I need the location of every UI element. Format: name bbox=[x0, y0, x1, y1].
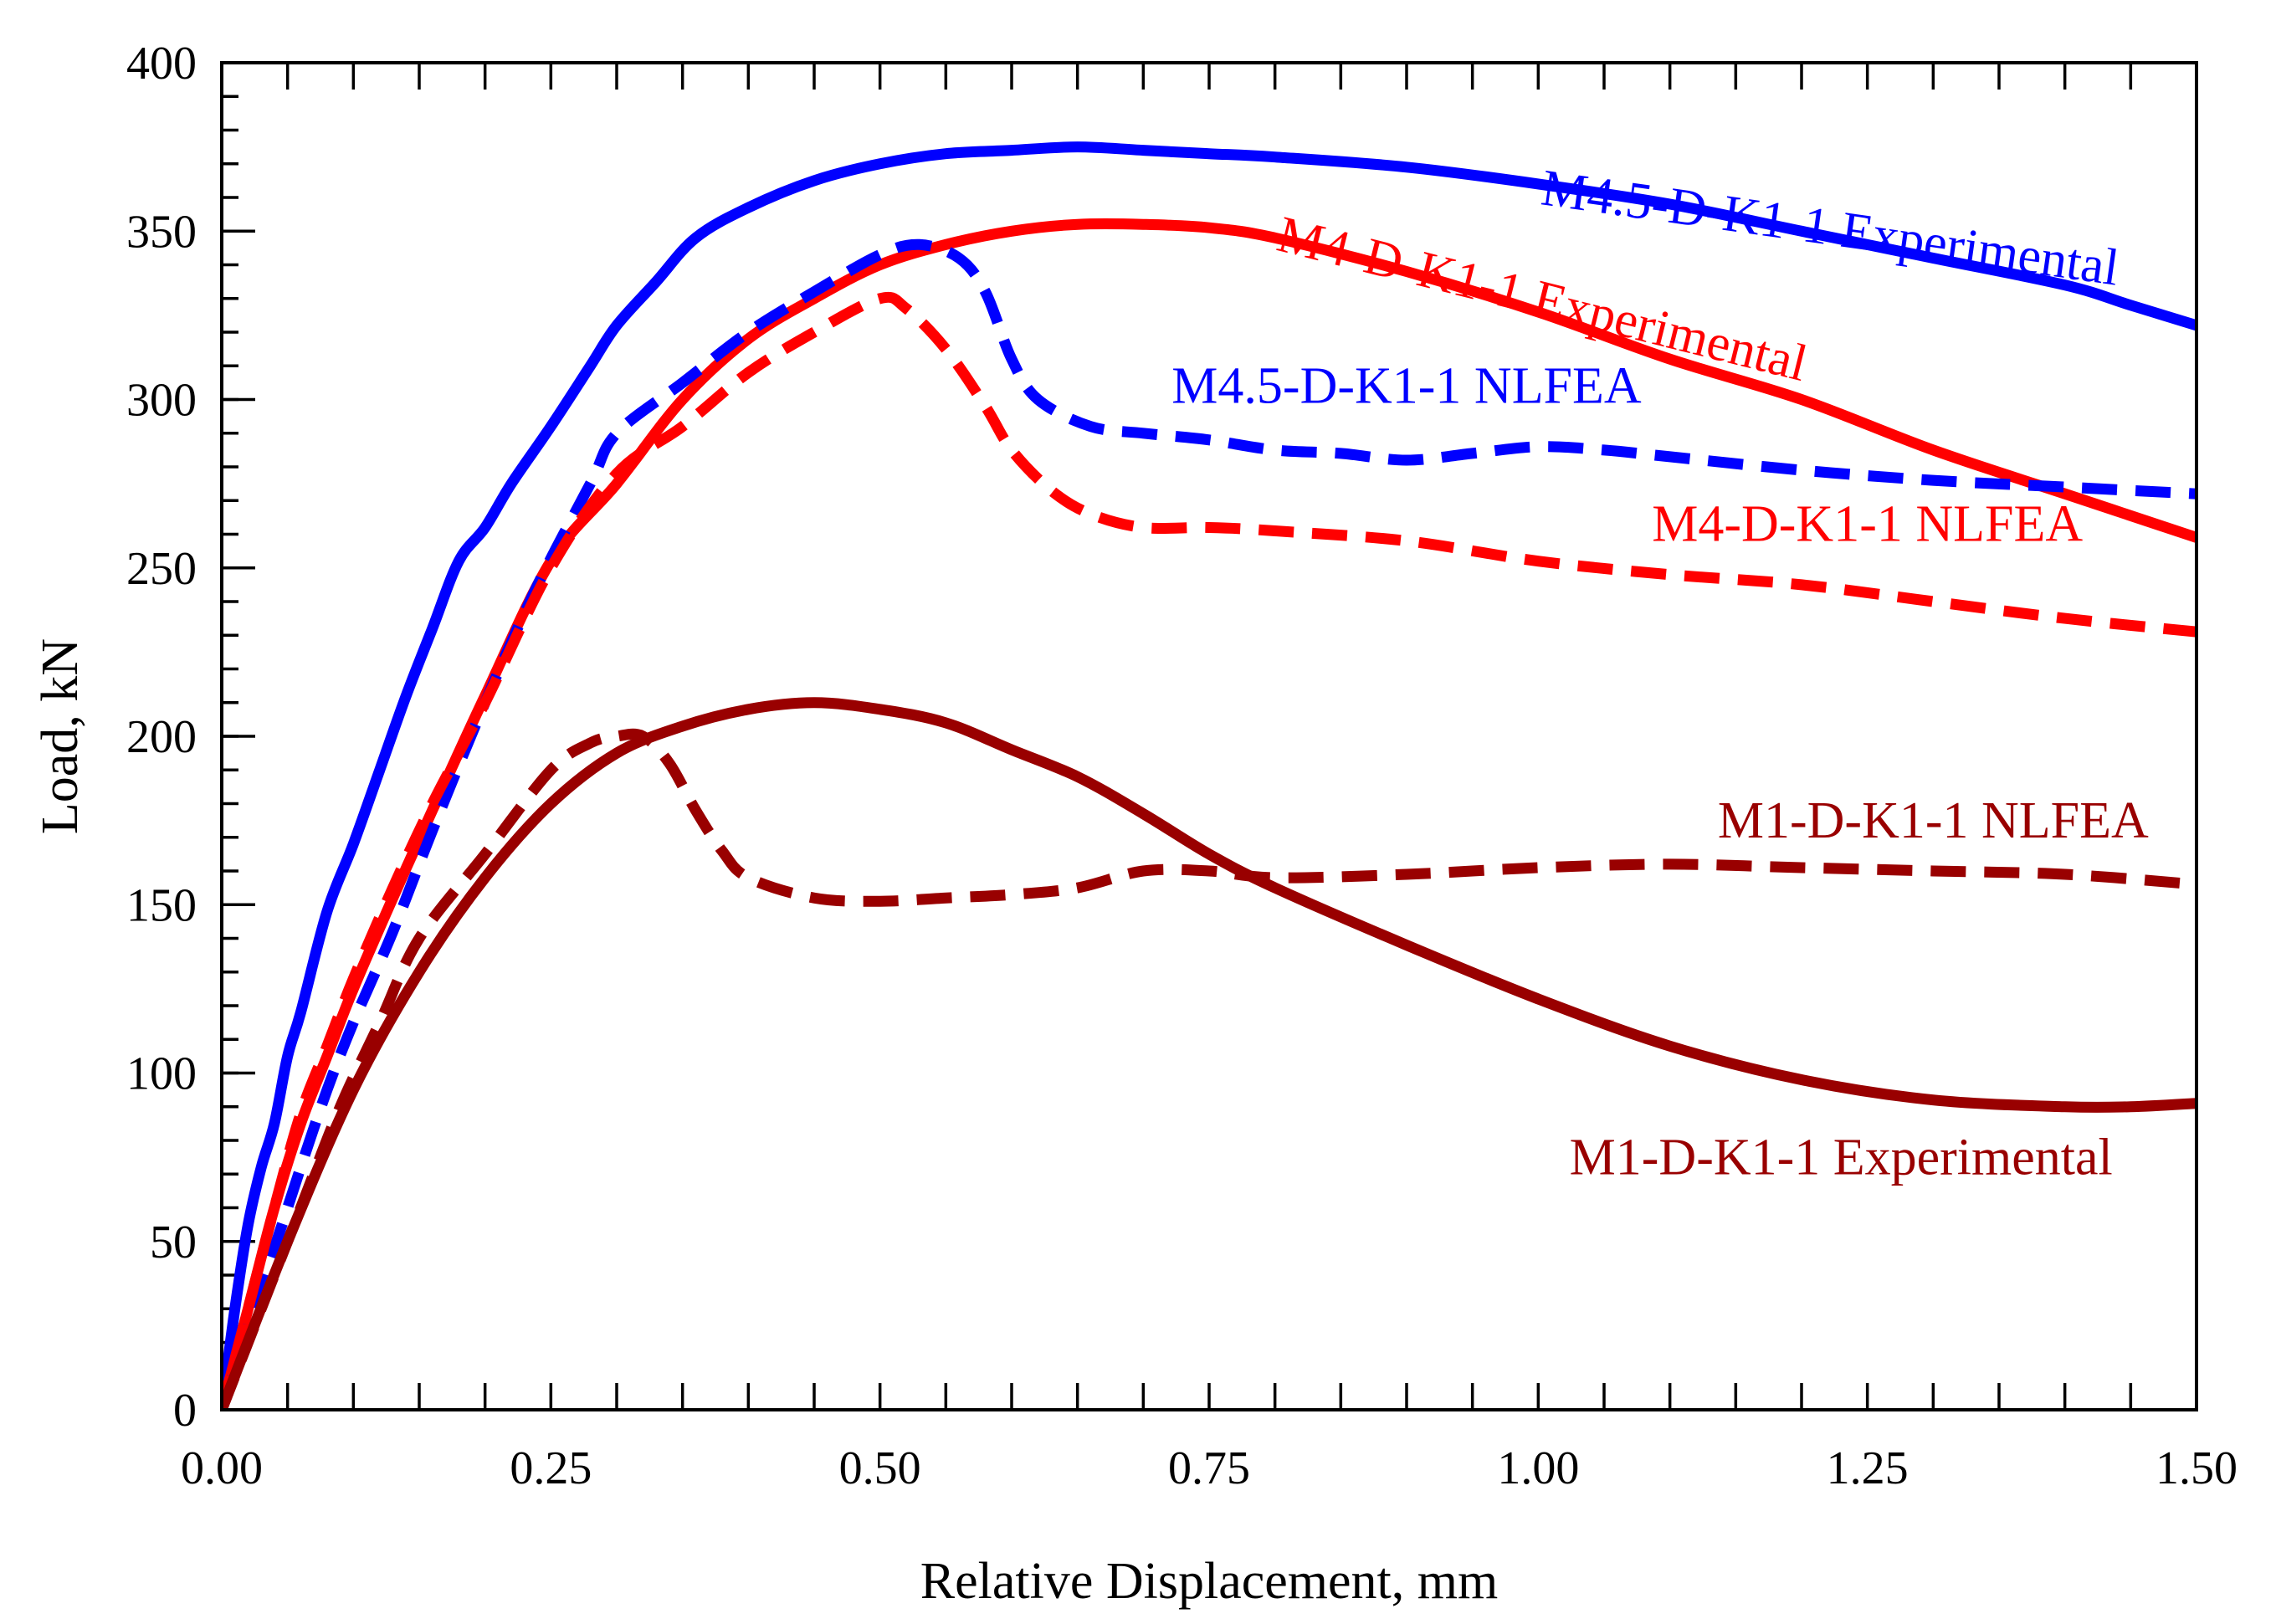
x-axis-title: Relative Displacement, mm bbox=[920, 1553, 1498, 1610]
x-tick-label: 0.50 bbox=[839, 1442, 921, 1494]
series-label-m4-5-d-k1-1-nlfea: M4.5-D-K1-1 NLFEA bbox=[1171, 358, 1642, 415]
y-tick-label: 0 bbox=[173, 1385, 197, 1437]
x-tick-label: 1.00 bbox=[1497, 1442, 1579, 1494]
plot-frame bbox=[220, 61, 2198, 1411]
series-label-m1-d-k1-1-nlfea: M1-D-K1-1 NLFEA bbox=[1718, 792, 2149, 849]
tick-labels: 0 50 100 150 200 250 300 350 400 0.00 0.25 0.50 0.75… bbox=[126, 38, 2238, 1494]
y-tick-label: 250 bbox=[126, 543, 197, 595]
y-tick-label: 50 bbox=[150, 1217, 197, 1268]
series-layer bbox=[222, 141, 2197, 1410]
y-tick-label: 100 bbox=[126, 1048, 197, 1100]
series-line-m1-d-k1-1-experimental bbox=[222, 697, 2197, 1410]
series-line-m4-d-k1-1-nlfea bbox=[222, 291, 2197, 1410]
series-label-m4-d-k1-1-nlfea: M4-D-K1-1 NLFEA bbox=[1652, 496, 2083, 553]
series-label-m4-5-d-k1-1-experimental: M4.5-D-K1-1 Experimental bbox=[1538, 159, 2122, 296]
series-label-m1-d-k1-1-experimental: M1-D-K1-1 Experimental bbox=[1570, 1129, 2113, 1186]
y-tick-label: 300 bbox=[126, 375, 197, 427]
x-tick-label: 0.75 bbox=[1168, 1442, 1250, 1494]
x-tick-label: 1.50 bbox=[2156, 1442, 2238, 1494]
y-tick-label: 200 bbox=[126, 711, 197, 763]
y-axis-title: Load, kN bbox=[32, 638, 89, 834]
x-tick-label: 0.00 bbox=[181, 1442, 263, 1494]
y-tick-label: 150 bbox=[126, 879, 197, 931]
series-line-m4-5-d-k1-1-nlfea bbox=[222, 238, 2197, 1410]
x-tick-label: 0.25 bbox=[510, 1442, 592, 1494]
series-line-m4-5-d-k1-1-experimental bbox=[222, 141, 2197, 1410]
y-tick-label: 350 bbox=[126, 206, 197, 258]
series-line-m1-d-k1-1-nlfea bbox=[222, 728, 2197, 1410]
x-tick-label: 1.25 bbox=[1827, 1442, 1909, 1494]
y-tick-label: 400 bbox=[126, 38, 197, 90]
